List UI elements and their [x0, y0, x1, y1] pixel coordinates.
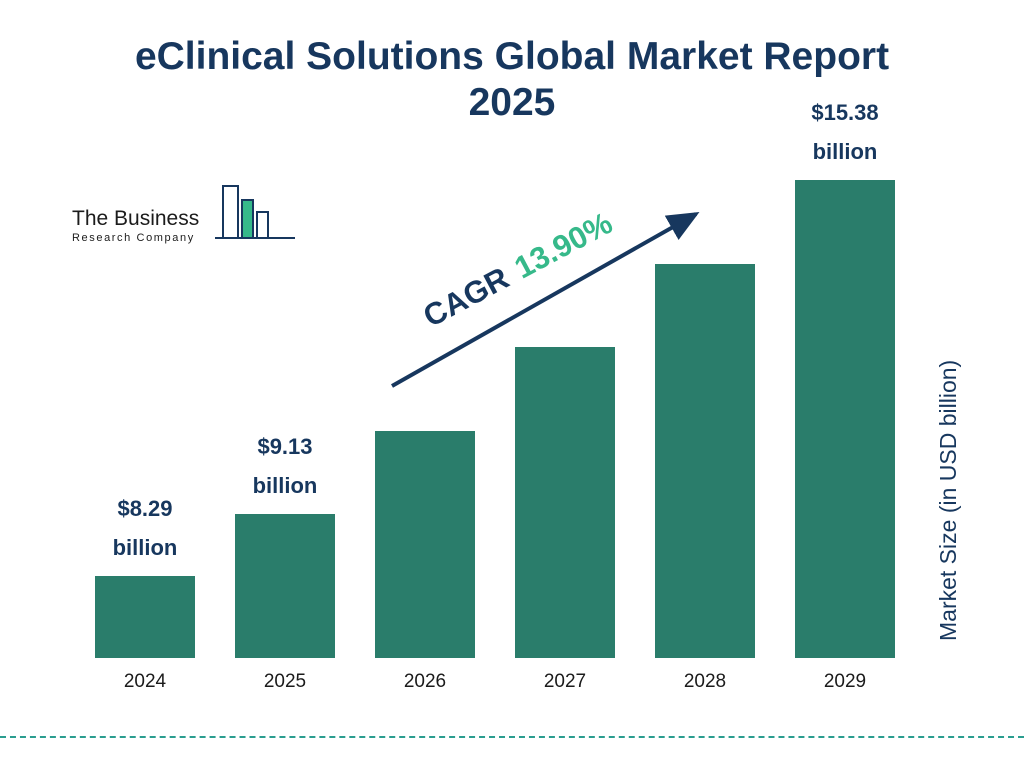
bar-value-label-line: $15.38 [811, 99, 879, 125]
x-tick-label-2025: 2025 [263, 671, 307, 692]
bar-2027 [515, 347, 615, 658]
bar-group-2024: $8.29 billion 2024 [90, 489, 200, 695]
bar-value-label-line: $9.13 [257, 433, 313, 459]
bars: $8.29 billion 2024 $9.13 billion 2025 2026 2027… [90, 75, 900, 695]
bar-value-label-2024: $8.29 billion [113, 489, 178, 568]
bar-2025 [235, 514, 335, 658]
bottom-dashed-divider [0, 736, 1024, 738]
bar-value-label-2025: $9.13 billion [253, 427, 318, 506]
bar-value-label-line: billion [252, 473, 318, 499]
company-logo-name: The Business [72, 207, 200, 230]
bar-value-label-2029: $15.38 billion [811, 93, 878, 172]
bar-2026 [375, 431, 475, 658]
bar-value-label-line: $8.29 [117, 495, 173, 521]
page-title: eClinical Solutions Global Market Report… [0, 34, 1024, 126]
bar-group-2027: 2027 [510, 347, 620, 695]
bar-value-label-line: billion [112, 535, 178, 561]
page-title-line1: eClinical Solutions Global Market Report [134, 35, 890, 78]
bar-group-2025: $9.13 billion 2025 [230, 427, 340, 695]
bar-value-label-line: billion [812, 139, 878, 165]
bar-group-2028: 2028 [650, 264, 760, 695]
x-tick-label-2029: 2029 [823, 671, 867, 692]
bar-group-2026: 2026 [370, 431, 480, 695]
y-axis-label: Market Size (in USD billion) [935, 359, 961, 641]
page-title-line2: 2025 [468, 81, 556, 125]
company-logo-text: The Business Research Company [72, 207, 199, 244]
company-logo-subtitle: Research Company [72, 232, 195, 244]
x-tick-label-2026: 2026 [403, 671, 447, 692]
x-tick-label-2028: 2028 [683, 671, 727, 692]
x-tick-label-2027: 2027 [543, 671, 587, 692]
bar-group-2029: $15.38 billion 2029 [790, 93, 900, 695]
bar-2024 [95, 576, 195, 658]
x-tick-label-2024: 2024 [123, 671, 167, 692]
company-logo: The Business Research Company [72, 182, 297, 244]
bar-2029 [795, 180, 895, 658]
bar-chart-logo-icon [215, 185, 296, 239]
bar-2028 [655, 264, 755, 658]
